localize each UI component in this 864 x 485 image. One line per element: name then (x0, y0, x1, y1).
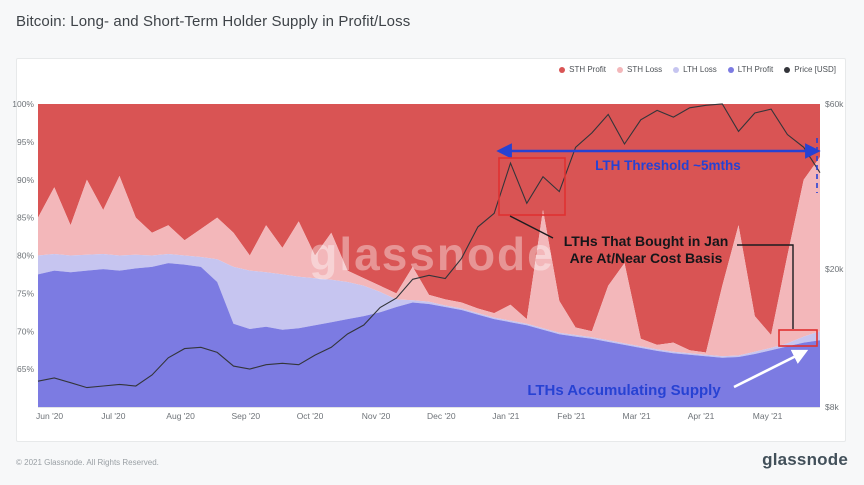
svg-text:$20k: $20k (825, 264, 844, 274)
svg-text:Oct '20: Oct '20 (297, 411, 324, 421)
svg-text:100%: 100% (12, 99, 34, 109)
svg-text:85%: 85% (17, 213, 34, 223)
svg-text:Aug '20: Aug '20 (166, 411, 195, 421)
axis-labels: 100% 95% 90% 85% 80% 75% 70% 65% $60k $20k $8k Jun … (12, 99, 844, 421)
lth-loss-dot-icon (673, 66, 680, 73)
accumulating-supply-arrow (733, 349, 809, 389)
jan-price-highlight-box (498, 157, 566, 216)
svg-text:Apr '21: Apr '21 (688, 411, 715, 421)
svg-text:Feb '21: Feb '21 (557, 411, 585, 421)
legend: STH Profit STH Loss LTH Loss LTH Profit … (559, 65, 836, 74)
area-sth-loss (38, 157, 820, 357)
annotation-accumulating-supply: LTHs Accumulating Supply (527, 349, 809, 399)
legend-item-price-usd[interactable]: Price [USD] (784, 65, 836, 74)
svg-text:$8k: $8k (825, 402, 839, 412)
area-lth-loss (38, 254, 820, 358)
legend-label: STH Profit (569, 65, 607, 74)
legend-label: LTH Profit (737, 65, 774, 74)
legend-label: STH Loss (627, 65, 663, 74)
chart-areas (38, 104, 820, 407)
glassnode-logo: glassnode (762, 450, 848, 469)
svg-text:Nov '20: Nov '20 (362, 411, 391, 421)
price-path (37, 103, 821, 389)
copyright-text: © 2021 Glassnode. All Rights Reserved. (16, 458, 159, 467)
may-supply-highlight-box (778, 329, 818, 347)
svg-text:$60k: $60k (825, 99, 844, 109)
page-title: Bitcoin: Long- and Short-Term Holder Sup… (16, 13, 411, 30)
legend-item-lth-profit[interactable]: LTH Profit (727, 65, 774, 74)
sth-profit-dot-icon (559, 66, 566, 73)
cost-basis-connector-left (509, 215, 554, 239)
legend-item-sth-loss[interactable]: STH Loss (617, 65, 662, 74)
svg-text:Jul '20: Jul '20 (101, 411, 126, 421)
svg-text:65%: 65% (17, 364, 34, 374)
svg-text:Sep '20: Sep '20 (232, 411, 261, 421)
legend-label: LTH Loss (683, 65, 717, 74)
cost-basis-label-line2: Are At/Near Cost Basis (570, 250, 723, 266)
annotation-cost-basis: LTHs That Bought in Jan Are At/Near Cost… (498, 157, 818, 347)
lth-threshold-label: LTH Threshold ~5mths (595, 158, 741, 173)
legend-label: Price [USD] (794, 65, 836, 74)
cost-basis-label-line1: LTHs That Bought in Jan (564, 233, 729, 249)
legend-item-lth-loss[interactable]: LTH Loss (673, 65, 717, 74)
svg-text:75%: 75% (17, 288, 34, 298)
lth-profit-dot-icon (727, 66, 734, 73)
svg-text:May '21: May '21 (753, 411, 783, 421)
svg-text:Jun '20: Jun '20 (36, 411, 63, 421)
price-line (37, 103, 821, 389)
glassnode-watermark: glassnode (309, 228, 555, 280)
accumulating-supply-label: LTHs Accumulating Supply (527, 382, 721, 399)
svg-text:95%: 95% (17, 137, 34, 147)
svg-text:70%: 70% (17, 326, 34, 336)
svg-text:Dec '20: Dec '20 (427, 411, 456, 421)
area-sth-profit (38, 104, 820, 353)
legend-item-sth-profit[interactable]: STH Profit (559, 65, 606, 74)
price-dot-icon (784, 66, 791, 73)
cost-basis-connector-right (737, 244, 794, 329)
svg-text:Jan '21: Jan '21 (492, 411, 519, 421)
sth-loss-dot-icon (617, 66, 624, 73)
svg-text:Mar '21: Mar '21 (623, 411, 651, 421)
area-lth-profit (38, 263, 820, 407)
svg-text:90%: 90% (17, 175, 34, 185)
annotation-lth-threshold: LTH Threshold ~5mths (496, 138, 821, 193)
svg-text:80%: 80% (17, 251, 34, 261)
